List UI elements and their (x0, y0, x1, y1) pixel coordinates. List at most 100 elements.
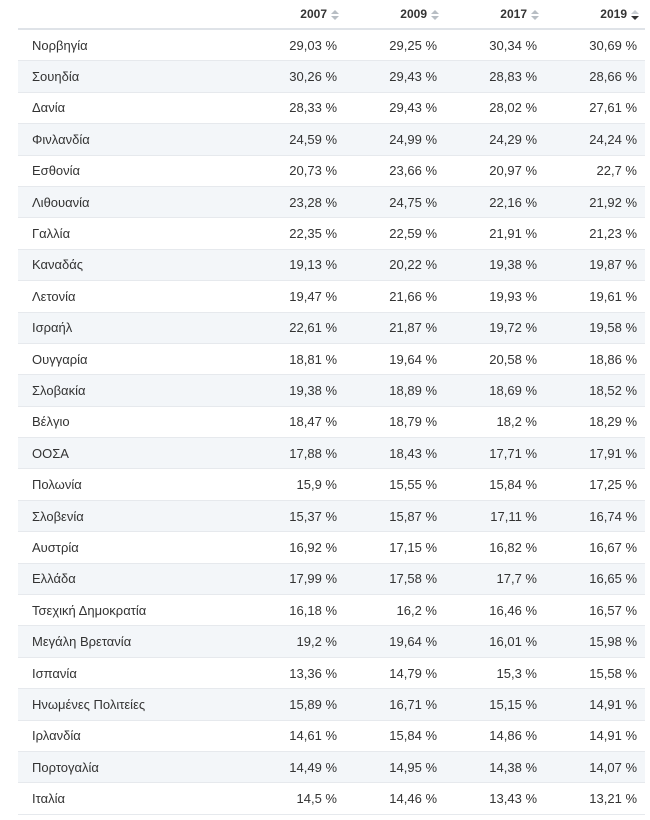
value-cell: 14,79 % (345, 657, 445, 690)
value-cell: 15,58 % (545, 657, 645, 690)
value-cell: 24,75 % (345, 186, 445, 219)
country-cell: Νορβηγία (18, 29, 245, 62)
sort-up (431, 9, 439, 14)
sort-icon[interactable] (531, 9, 539, 21)
table-row: Ηνωμένες Πολιτείες 15,89 % 16,71 % 15,15 % 1… (18, 688, 645, 721)
value-cell: 16,65 % (545, 563, 645, 596)
value-cell: 28,83 % (445, 60, 545, 93)
value-cell: 14,46 % (345, 782, 445, 815)
value-cell: 18,89 % (345, 374, 445, 407)
value-cell: 15,15 % (445, 688, 545, 721)
sort-icon[interactable] (331, 9, 339, 21)
value-cell: 29,03 % (245, 29, 345, 62)
value-cell: 15,84 % (345, 720, 445, 752)
value-cell: 28,02 % (445, 92, 545, 125)
country-cell: Ιρλανδία (18, 720, 245, 752)
table-row: Φινλανδία 24,59 % 24,99 % 24,29 % 24,24 % (18, 123, 645, 156)
value-cell: 21,87 % (345, 312, 445, 344)
value-cell: 17,71 % (445, 437, 545, 470)
value-cell: 24,24 % (545, 123, 645, 156)
country-cell: Ισραήλ (18, 312, 245, 344)
header-row: 2007 2009 2017 2019 (18, 0, 645, 30)
value-cell: 24,59 % (245, 123, 345, 156)
value-cell: 15,3 % (445, 657, 545, 690)
value-cell: 23,28 % (245, 186, 345, 219)
country-cell: Λετονία (18, 280, 245, 313)
sortable-header[interactable]: 2017 (445, 0, 545, 30)
value-cell: 17,91 % (545, 437, 645, 470)
country-cell: Πολωνία (18, 468, 245, 501)
value-cell: 14,07 % (545, 751, 645, 784)
country-cell: Ελλάδα (18, 563, 245, 596)
sort-up (531, 9, 539, 14)
value-cell: 14,38 % (445, 751, 545, 784)
value-cell: 19,72 % (445, 312, 545, 344)
value-cell: 17,25 % (545, 468, 645, 501)
value-cell: 19,87 % (545, 249, 645, 282)
value-cell: 15,84 % (445, 468, 545, 501)
column-label: 2009 (400, 7, 427, 21)
country-cell: Αυστρία (18, 531, 245, 564)
sortable-header[interactable]: 2009 (345, 0, 445, 30)
country-cell: Ουγγαρία (18, 343, 245, 376)
sort-down (431, 15, 439, 20)
value-cell: 20,22 % (345, 249, 445, 282)
table-body: Νορβηγία 29,03 % 29,25 % 30,34 % 30,69 % Σουη… (18, 29, 645, 815)
value-cell: 30,34 % (445, 29, 545, 62)
value-cell: 22,61 % (245, 312, 345, 344)
table-row: Μεγάλη Βρετανία 19,2 % 19,64 % 16,01 % 15,98… (18, 625, 645, 658)
value-cell: 29,25 % (345, 29, 445, 62)
table-row: Ισπανία 13,36 % 14,79 % 15,3 % 15,58 % (18, 657, 645, 690)
value-cell: 18,79 % (345, 406, 445, 439)
column-label: 2019 (600, 7, 627, 21)
value-cell: 30,26 % (245, 60, 345, 93)
sort-down (331, 15, 339, 20)
country-cell: Δανία (18, 92, 245, 125)
value-cell: 13,21 % (545, 782, 645, 815)
value-cell: 19,58 % (545, 312, 645, 344)
sort-down (631, 15, 639, 20)
header-cell (18, 0, 245, 30)
country-cell: Τσεχική Δημοκρατία (18, 594, 245, 627)
value-cell: 16,46 % (445, 594, 545, 627)
column-label: 2007 (300, 7, 327, 21)
value-cell: 15,87 % (345, 500, 445, 533)
table-row: Εσθονία 20,73 % 23,66 % 20,97 % 22,7 % (18, 155, 645, 187)
value-cell: 14,91 % (545, 688, 645, 721)
value-cell: 18,69 % (445, 374, 545, 407)
value-cell: 18,52 % (545, 374, 645, 407)
table-row: Ελλάδα 17,99 % 17,58 % 17,7 % 16,65 % (18, 563, 645, 596)
value-cell: 18,2 % (445, 406, 545, 439)
country-cell: Σουηδία (18, 60, 245, 93)
table-row: Γαλλία 22,35 % 22,59 % 21,91 % 21,23 % (18, 217, 645, 250)
value-cell: 15,9 % (245, 468, 345, 501)
table-row: ΟΟΣΑ 17,88 % 18,43 % 17,71 % 17,91 % (18, 437, 645, 470)
value-cell: 19,13 % (245, 249, 345, 282)
column-label: 2017 (500, 7, 527, 21)
country-cell: Γαλλία (18, 217, 245, 250)
value-cell: 16,71 % (345, 688, 445, 721)
table-row: Ισραήλ 22,61 % 21,87 % 19,72 % 19,58 % (18, 312, 645, 344)
sort-icon[interactable] (631, 9, 639, 21)
value-cell: 13,43 % (445, 782, 545, 815)
value-cell: 16,18 % (245, 594, 345, 627)
country-cell: Ιταλία (18, 782, 245, 815)
country-cell: Μεγάλη Βρετανία (18, 625, 245, 658)
value-cell: 19,64 % (345, 625, 445, 658)
value-cell: 16,2 % (345, 594, 445, 627)
value-cell: 18,86 % (545, 343, 645, 376)
table-row: Σλοβενία 15,37 % 15,87 % 17,11 % 16,74 % (18, 500, 645, 533)
table-row: Αυστρία 16,92 % 17,15 % 16,82 % 16,67 % (18, 531, 645, 564)
value-cell: 22,35 % (245, 217, 345, 250)
value-cell: 27,61 % (545, 92, 645, 125)
sort-icon[interactable] (431, 9, 439, 21)
value-cell: 14,91 % (545, 720, 645, 752)
sortable-header[interactable]: 2019 (545, 0, 645, 30)
value-cell: 15,89 % (245, 688, 345, 721)
sortable-header[interactable]: 2007 (245, 0, 345, 30)
table-row: Νορβηγία 29,03 % 29,25 % 30,34 % 30,69 % (18, 29, 645, 62)
table-row: Βέλγιο 18,47 % 18,79 % 18,2 % 18,29 % (18, 406, 645, 439)
value-cell: 14,86 % (445, 720, 545, 752)
table-row: Πορτογαλία 14,49 % 14,95 % 14,38 % 14,07 % (18, 751, 645, 784)
country-cell: Ηνωμένες Πολιτείες (18, 688, 245, 721)
